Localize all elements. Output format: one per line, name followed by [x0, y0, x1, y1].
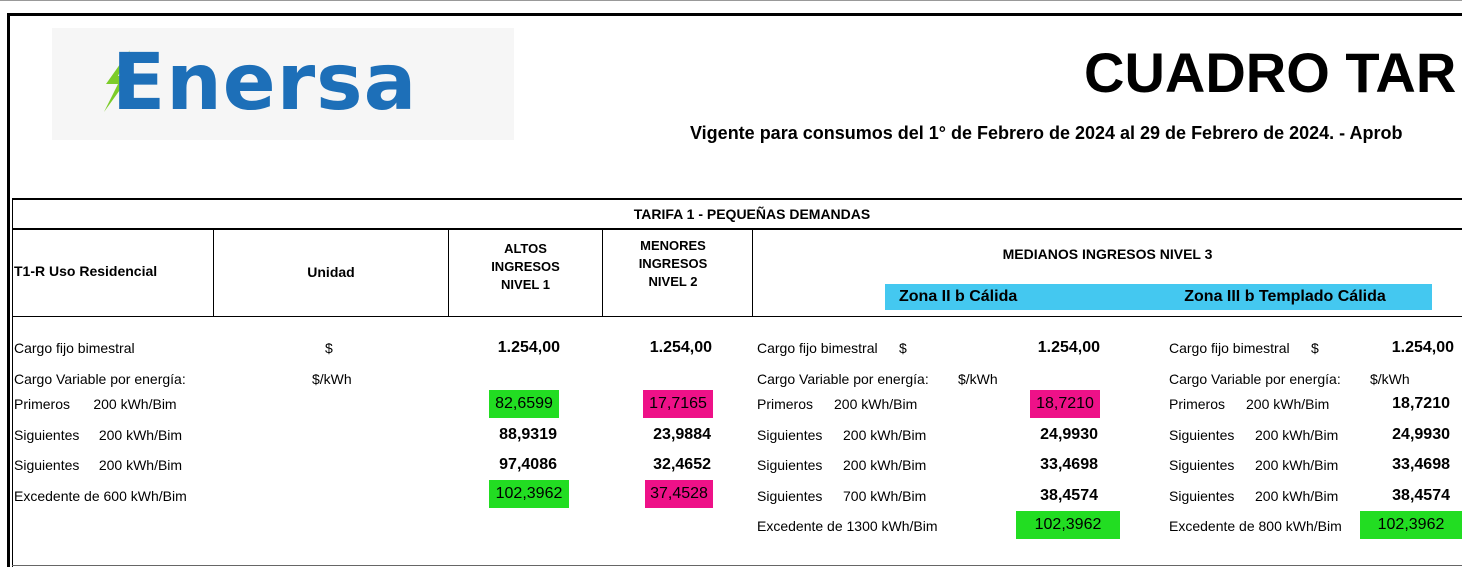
- zona3-cargo-fijo-value: 1.254,00: [1391, 339, 1454, 356]
- zona2-siguientes-2-value: 33,4698: [1040, 456, 1098, 473]
- zona2-primeros-value: 18,7210: [1030, 390, 1100, 418]
- zona3-row-qty: 200 kWh/Bim: [1255, 488, 1339, 504]
- zona3-row-qty: 200 kWh/Bim: [1246, 396, 1330, 412]
- cargo-fijo-label: Cargo fijo bimestral: [14, 340, 135, 356]
- menores-excedente: 37,4528: [645, 480, 713, 508]
- header-medianos: MEDIANOS INGRESOS NIVEL 3: [1002, 246, 1213, 262]
- zona2-row-qty: 700 kWh/Bim: [843, 488, 927, 504]
- page-title: CUADRO TAR: [1084, 41, 1457, 104]
- zona3-cargo-variable-unit: $/kWh: [1370, 371, 1410, 387]
- zona3-row-label: Siguientes: [1169, 427, 1235, 443]
- zona2-row-label: Primeros: [757, 396, 814, 412]
- zona2-cargo-variable-label: Cargo Variable por energía:: [757, 371, 929, 387]
- top-border: [8, 13, 1462, 16]
- zona3-row-label: Primeros: [1169, 396, 1226, 412]
- zona3-siguientes-3-value: 38,4574: [1392, 487, 1450, 504]
- col-border-3: [602, 230, 603, 317]
- enersa-logo: Enersa: [112, 38, 418, 128]
- zona2-row-label: Siguientes: [757, 457, 823, 473]
- zona2-cargo-fijo-label: Cargo fijo bimestral: [757, 340, 878, 356]
- menores-primeros: 17,7165: [643, 390, 713, 418]
- excedente-label: Excedente de 600 kWh/Bim: [14, 488, 187, 504]
- zona-2-header: Zona II b Cálida: [885, 284, 1138, 310]
- zona3-excedente-label: Excedente de 800 kWh/Bim: [1169, 518, 1342, 534]
- primeros-label: Primeros 200 kWh/Bim: [14, 396, 177, 412]
- zona3-primeros-value: 18,7210: [1392, 395, 1450, 412]
- zona3-cargo-variable-label: Cargo Variable por energía:: [1169, 371, 1341, 387]
- left-border: [7, 13, 10, 567]
- zona3-siguientes-1-value: 24,9930: [1392, 426, 1450, 443]
- header-bottom-border: [12, 316, 1462, 317]
- zona3-row-label: Siguientes: [1169, 457, 1235, 473]
- col-border-4: [752, 230, 753, 317]
- zona-3-header: Zona III b Templado Cálida: [1138, 284, 1432, 310]
- table-top-border: [12, 198, 1462, 200]
- menores-siguientes-1: 23,9884: [653, 426, 711, 443]
- zona2-excedente-value: 102,3962: [1016, 511, 1120, 539]
- table-left-border: [12, 198, 13, 567]
- siguientes-1-label: Siguientes 200 kWh/Bim: [14, 427, 183, 443]
- header-unidad: Unidad: [307, 264, 355, 280]
- tarifa-title: TARIFA 1 - PEQUEÑAS DEMANDAS: [633, 206, 871, 222]
- zona2-cargo-fijo-value: 1.254,00: [1037, 339, 1100, 356]
- menores-siguientes-2: 32,4652: [653, 456, 711, 473]
- zona2-row-qty: 200 kWh/Bim: [843, 457, 927, 473]
- col-border-2: [448, 230, 449, 317]
- table-bottom-border: [12, 565, 1462, 566]
- zona3-row-qty: 200 kWh/Bim: [1255, 457, 1339, 473]
- zona2-row-label: Siguientes: [757, 427, 823, 443]
- zona2-siguientes-1-value: 24,9930: [1040, 426, 1098, 443]
- lightning-bolt-icon: [104, 50, 130, 112]
- zona2-excedente-label: Excedente de 1300 kWh/Bim: [757, 518, 938, 534]
- validity-subtitle: Vigente para consumos del 1° de Febrero …: [690, 123, 1403, 143]
- zona3-cargo-fijo-unit: $: [1311, 340, 1319, 356]
- altos-cargo-fijo: 1.254,00: [497, 339, 560, 356]
- col-border-1: [213, 230, 214, 317]
- menores-cargo-fijo: 1.254,00: [649, 339, 712, 356]
- zona3-cargo-fijo-label: Cargo fijo bimestral: [1169, 340, 1290, 356]
- header-altos: ALTOS INGRESOS NIVEL 1: [491, 241, 560, 292]
- cargo-variable-label: Cargo Variable por energía:: [14, 371, 186, 387]
- header-menores: MENORES INGRESOS NIVEL 2: [638, 238, 708, 289]
- altos-excedente: 102,3962: [489, 480, 569, 508]
- cargo-variable-unit: $/kWh: [312, 371, 352, 387]
- zona2-cargo-variable-unit: $/kWh: [958, 371, 998, 387]
- logo-background: [52, 28, 514, 140]
- header-uso-residencial: T1-R Uso Residencial: [14, 263, 158, 279]
- zona2-cargo-fijo-unit: $: [899, 340, 907, 356]
- siguientes-2-label: Siguientes 200 kWh/Bim: [14, 457, 183, 473]
- altos-siguientes-2: 97,4086: [499, 456, 557, 473]
- zona3-row-label: Siguientes: [1169, 488, 1235, 504]
- zona3-row-qty: 200 kWh/Bim: [1255, 427, 1339, 443]
- cargo-fijo-unit: $: [325, 340, 333, 356]
- zona3-excedente-value: 102,3962: [1360, 511, 1462, 539]
- zona2-siguientes-3-value: 38,4574: [1040, 487, 1098, 504]
- top-thin-border: [0, 0, 1462, 1]
- altos-siguientes-1: 88,9319: [499, 426, 557, 443]
- altos-primeros: 82,6599: [489, 390, 559, 418]
- zona2-row-qty: 200 kWh/Bim: [843, 427, 927, 443]
- zona3-siguientes-2-value: 33,4698: [1392, 456, 1450, 473]
- zona2-row-label: Siguientes: [757, 488, 823, 504]
- tarifa-row-border: [12, 228, 1462, 230]
- zona2-row-qty: 200 kWh/Bim: [834, 396, 918, 412]
